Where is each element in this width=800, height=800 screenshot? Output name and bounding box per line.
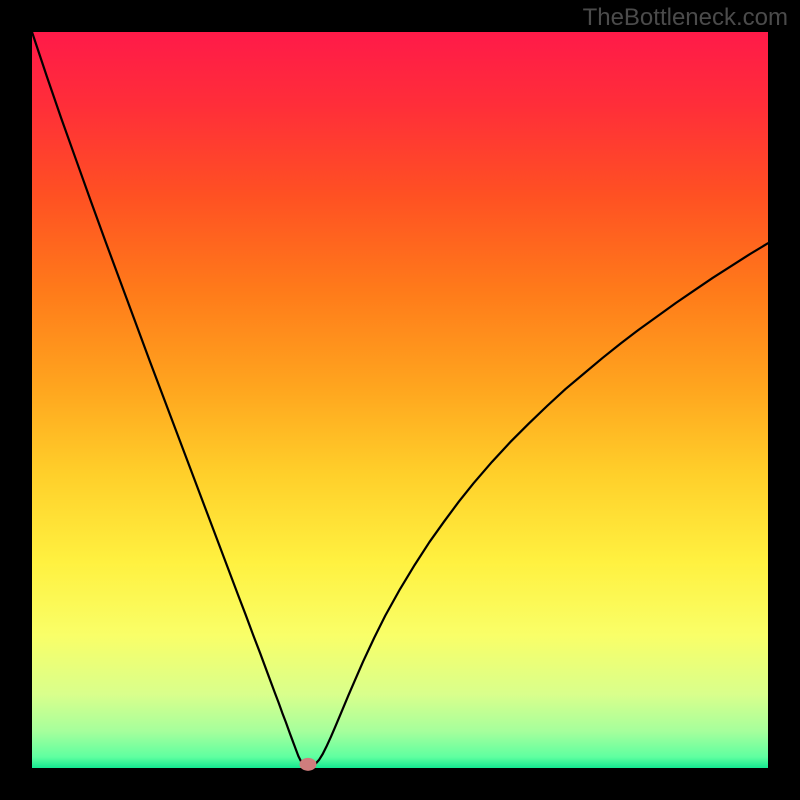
gradient-background (32, 32, 768, 768)
chart-svg (32, 32, 768, 768)
optimal-point-marker (300, 758, 317, 771)
watermark-text: TheBottleneck.com (583, 4, 788, 32)
chart-frame: TheBottleneck.com (0, 0, 800, 800)
plot-area (32, 32, 768, 768)
